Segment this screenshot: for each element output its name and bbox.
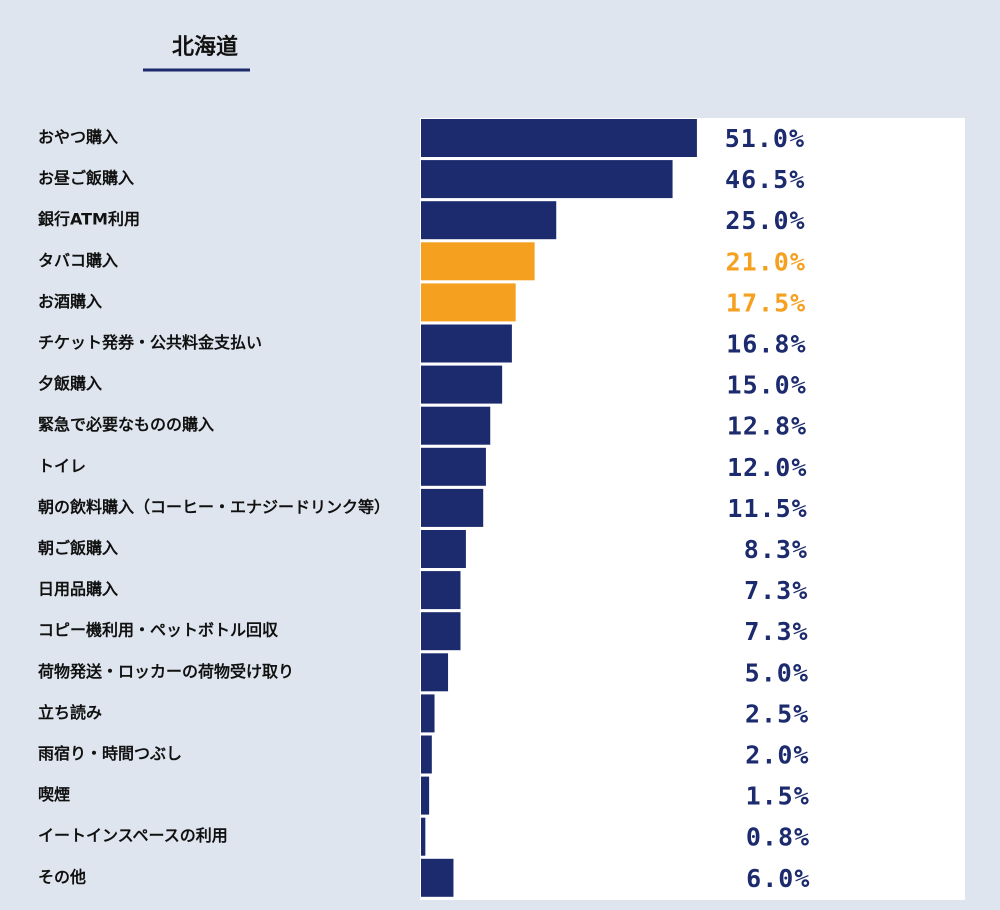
bar bbox=[421, 242, 535, 281]
bar bbox=[421, 817, 426, 856]
value-label: 15.0% bbox=[727, 371, 807, 400]
category-label: 緊急で必要なものの購入 bbox=[38, 415, 214, 434]
bar bbox=[421, 324, 512, 363]
value-label: 8.3% bbox=[744, 535, 808, 564]
category-label: 荷物発送・ロッカーの荷物受け取り bbox=[38, 662, 294, 681]
category-label: イートインスペースの利用 bbox=[38, 826, 228, 845]
bar bbox=[421, 160, 673, 199]
value-label: 12.8% bbox=[727, 412, 807, 441]
bar bbox=[421, 119, 697, 157]
value-label: 5.0% bbox=[745, 658, 809, 687]
value-label: 1.5% bbox=[746, 782, 810, 811]
category-label: 雨宿り・時間つぶし bbox=[38, 744, 182, 763]
value-label: 12.0% bbox=[727, 453, 807, 482]
bar bbox=[421, 365, 503, 404]
bar bbox=[421, 488, 484, 527]
category-label: タバコ購入 bbox=[38, 251, 118, 270]
bar bbox=[421, 694, 435, 733]
category-label: チケット発券・公共料金支払い bbox=[38, 333, 262, 352]
value-label: 7.3% bbox=[744, 617, 808, 646]
bar bbox=[421, 283, 516, 322]
category-label: 日用品購入 bbox=[38, 580, 118, 599]
category-label: 立ち読み bbox=[38, 703, 102, 722]
category-label: 喫煙 bbox=[38, 785, 70, 804]
value-label: 0.8% bbox=[746, 823, 810, 852]
category-label: コピー機利用・ペットボトル回収 bbox=[38, 621, 279, 640]
bar bbox=[421, 406, 491, 445]
value-label: 46.5% bbox=[725, 165, 805, 194]
bar bbox=[421, 858, 454, 897]
bar bbox=[421, 653, 449, 692]
bar bbox=[421, 735, 432, 774]
value-label: 6.0% bbox=[746, 864, 810, 893]
bar bbox=[421, 776, 430, 815]
bar bbox=[421, 530, 466, 568]
bar bbox=[421, 612, 461, 651]
bar bbox=[421, 571, 461, 610]
bar bbox=[421, 447, 486, 486]
category-label: お昼ご飯購入 bbox=[38, 169, 134, 188]
value-label: 21.0% bbox=[726, 247, 806, 276]
value-label: 7.3% bbox=[744, 576, 808, 605]
value-label: 17.5% bbox=[726, 288, 806, 317]
value-label: 51.0% bbox=[725, 124, 805, 153]
category-label: 朝ご飯購入 bbox=[38, 539, 118, 558]
value-label: 2.5% bbox=[745, 699, 809, 728]
value-label: 11.5% bbox=[727, 494, 807, 523]
category-label: 銀行ATM利用 bbox=[38, 210, 140, 229]
value-label: 16.8% bbox=[726, 330, 806, 359]
category-label: トイレ bbox=[38, 456, 86, 475]
bar bbox=[421, 201, 557, 240]
category-label: 夕飯購入 bbox=[38, 374, 102, 393]
category-label: お酒購入 bbox=[38, 292, 102, 311]
value-label: 2.0% bbox=[745, 741, 809, 770]
chart-title: 北海道 bbox=[172, 34, 238, 60]
category-label: おやつ購入 bbox=[38, 128, 118, 147]
value-label: 25.0% bbox=[725, 206, 805, 235]
category-label: 朝の飲料購入（コーヒー・エナジードリンク等） bbox=[38, 497, 390, 516]
category-label: その他 bbox=[38, 867, 86, 886]
